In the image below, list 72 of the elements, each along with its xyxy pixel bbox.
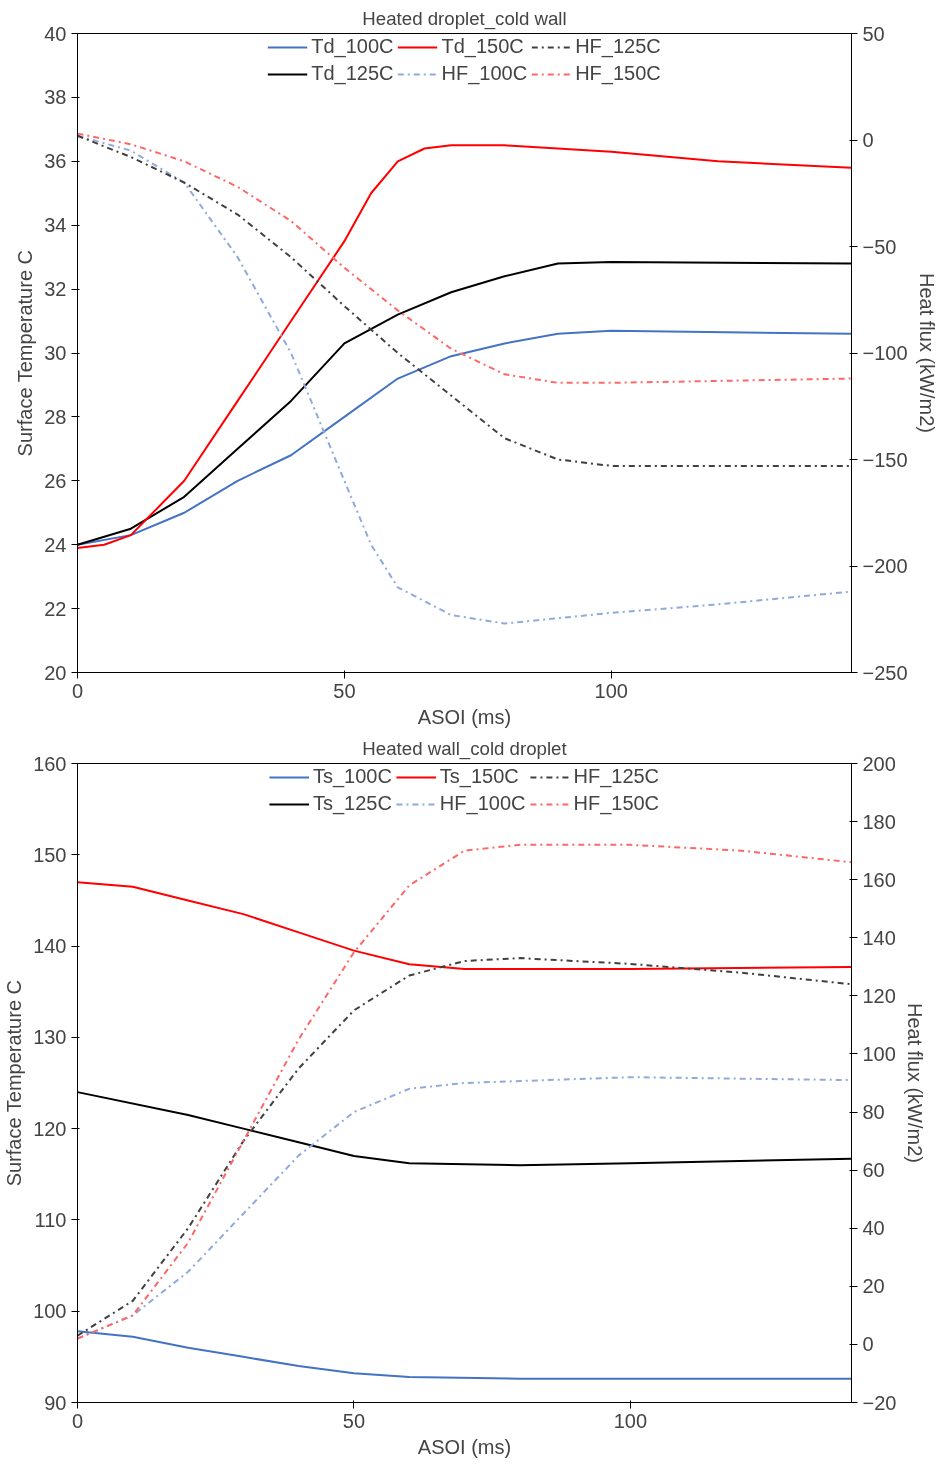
legend-label: Td_100C bbox=[311, 35, 394, 58]
y2-axis-title: Heat flux (kW/m2) bbox=[904, 1002, 927, 1164]
line-series bbox=[77, 329, 852, 546]
y-axis-title: Surface Temperature C bbox=[14, 249, 37, 457]
chart-title: Heated wall_cold droplet bbox=[362, 737, 568, 760]
legend-label: HF_150C bbox=[575, 62, 661, 85]
legend-label: Ts_100C bbox=[312, 765, 392, 788]
x-tick-label: 100 bbox=[613, 1409, 648, 1432]
y2-tick-label: 0 bbox=[862, 1333, 874, 1356]
x-tick-label: 0 bbox=[71, 679, 84, 702]
y-tick-label: 100 bbox=[33, 1300, 67, 1323]
x-tick-label: 50 bbox=[333, 679, 356, 702]
line-series bbox=[77, 843, 852, 1340]
line-series bbox=[77, 881, 852, 970]
y-tick-label: 130 bbox=[33, 1026, 67, 1049]
y-tick-label: 24 bbox=[44, 533, 67, 556]
chart-title: Heated droplet_cold wall bbox=[362, 7, 567, 30]
line-series bbox=[77, 1330, 852, 1380]
legend-label: Ts_125C bbox=[312, 792, 392, 815]
x-tick-label: 0 bbox=[71, 1409, 84, 1432]
legend-label: Td_125C bbox=[311, 62, 394, 85]
y-tick-label: 26 bbox=[44, 469, 67, 492]
legend-label: Td_150C bbox=[441, 35, 524, 58]
legend-label: HF_100C bbox=[441, 62, 528, 85]
y2-tick-label: 50 bbox=[862, 22, 885, 45]
y2-tick-label: −100 bbox=[862, 342, 908, 364]
y-tick-label: 110 bbox=[34, 1208, 67, 1231]
y-tick-label: 34 bbox=[44, 214, 67, 237]
y-tick-label: 40 bbox=[44, 22, 67, 45]
y2-tick-label: −50 bbox=[862, 235, 897, 258]
y2-tick-label: −150 bbox=[862, 448, 908, 471]
y-tick-label: 32 bbox=[44, 278, 67, 301]
y-tick-label: 90 bbox=[44, 1391, 67, 1414]
legend-label: HF_100C bbox=[439, 792, 526, 815]
y-tick-label: 22 bbox=[44, 597, 67, 620]
y2-tick-label: 20 bbox=[862, 1275, 885, 1298]
y-tick-label: 28 bbox=[44, 405, 67, 428]
y-axis-title: Surface Temperature C bbox=[3, 979, 26, 1187]
x-tick-label: 50 bbox=[342, 1409, 366, 1432]
y2-tick-label: 100 bbox=[862, 1042, 896, 1065]
legend-label: Ts_150C bbox=[439, 765, 519, 788]
legend-label: HF_125C bbox=[575, 35, 661, 58]
y-tick-label: 38 bbox=[44, 86, 67, 109]
y2-tick-label: −200 bbox=[862, 555, 908, 577]
y2-tick-label: 160 bbox=[862, 868, 896, 891]
line-series bbox=[77, 132, 852, 384]
x-axis-title: ASOI (ms) bbox=[417, 705, 512, 728]
y2-tick-label: 200 bbox=[862, 752, 896, 775]
y2-axis-title: Heat flux (kW/m2) bbox=[915, 272, 938, 434]
y-tick-label: 140 bbox=[33, 935, 67, 958]
y2-tick-label: −20 bbox=[862, 1391, 897, 1414]
y-tick-label: 120 bbox=[33, 1117, 67, 1140]
x-tick-label: 100 bbox=[594, 679, 628, 702]
legend-label: HF_150C bbox=[573, 792, 660, 815]
y-tick-label: 30 bbox=[44, 342, 67, 364]
y-tick-label: 20 bbox=[44, 661, 67, 684]
line-series bbox=[77, 957, 852, 1337]
y2-tick-label: 40 bbox=[862, 1217, 885, 1240]
y2-tick-label: 120 bbox=[862, 984, 896, 1007]
y2-tick-label: 60 bbox=[862, 1159, 885, 1182]
legend-label: HF_125C bbox=[573, 765, 660, 788]
y2-tick-label: 140 bbox=[862, 926, 896, 949]
line-series bbox=[77, 134, 852, 467]
line-series bbox=[77, 144, 852, 549]
y2-tick-label: 180 bbox=[862, 810, 896, 833]
y-tick-label: 160 bbox=[33, 752, 67, 775]
x-axis-title: ASOI (ms) bbox=[417, 1435, 512, 1458]
y-tick-label: 36 bbox=[44, 150, 67, 173]
y2-tick-label: −250 bbox=[862, 661, 908, 684]
y-tick-label: 150 bbox=[33, 843, 67, 866]
y2-tick-label: 0 bbox=[862, 129, 874, 151]
y2-tick-label: 80 bbox=[862, 1101, 885, 1124]
